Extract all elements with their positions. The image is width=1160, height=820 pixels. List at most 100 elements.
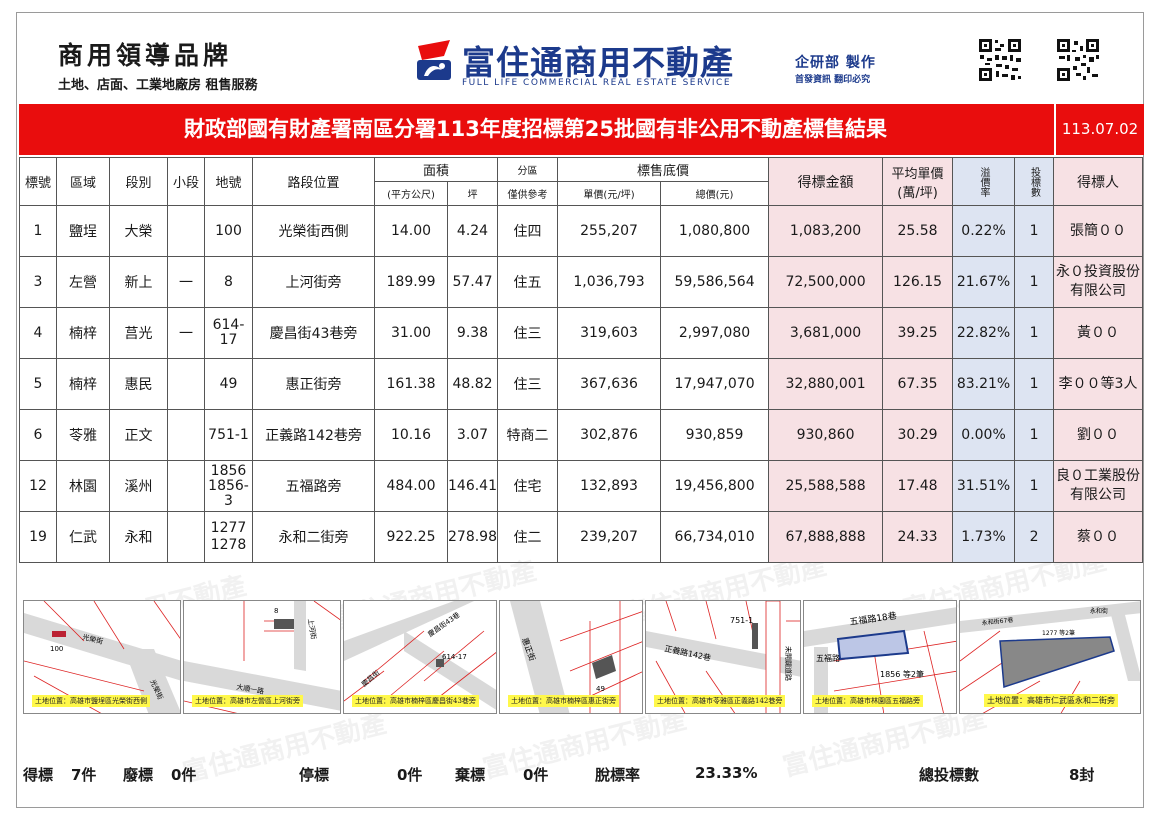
cell-land-no: 751-1 xyxy=(204,409,253,461)
table-row: 5 楠梓 惠民 49 惠正街旁 161.38 48.82 住三 367,636 … xyxy=(19,358,1144,410)
location-maps: 100 光榮街 光榮街 土地位置：高雄市鹽埕區光榮街西側 8 大順一路 上河街 … xyxy=(23,600,1141,714)
map-caption: 土地位置：高雄市楠梓區慶昌街43巷旁 xyxy=(352,695,479,707)
cell-location: 正義路142巷旁 xyxy=(252,409,375,461)
header-zone-group: 分區 xyxy=(497,157,559,182)
cell-location: 五福路旁 xyxy=(252,460,375,512)
cell-size-ping: 4.24 xyxy=(446,205,499,257)
cell-total-price: 19,456,800 xyxy=(660,460,770,512)
failure-rate-label: 脫標率 xyxy=(595,766,641,784)
cell-bid-count: 2 xyxy=(1014,511,1055,563)
bid-results-table: 標號 區域 段別 小段 地號 路段位置 面積 分區 標售底價 得標金額 平均單價… xyxy=(19,157,1144,563)
cell-size-m2: 161.38 xyxy=(374,358,448,410)
copyright-note: 首發資訊 翻印必究 xyxy=(795,75,871,85)
map-label: 永和街67巷 xyxy=(981,616,1013,627)
cell-lot: 1 xyxy=(19,205,57,257)
header-avg-unit-price-line1: 平均單價 xyxy=(891,166,944,182)
cell-zone: 住四 xyxy=(497,205,559,257)
map-label: 慶昌街 xyxy=(360,668,382,688)
header-total-price: 總價(元) xyxy=(660,181,770,206)
header-avg-unit-price-line2: (萬/坪) xyxy=(897,185,938,201)
suspended-label: 停標 xyxy=(299,766,330,784)
table-row: 3 左營 新上 一 8 上河街旁 189.99 57.47 住五 1,036,7… xyxy=(19,256,1144,308)
map-label: 上河街 xyxy=(306,618,319,640)
failure-rate-value: 23.33% xyxy=(695,764,758,782)
cell-winner: 劉００ xyxy=(1053,409,1144,461)
cell-size-ping: 3.07 xyxy=(446,409,499,461)
cell-winning-bid: 3,681,000 xyxy=(768,307,884,359)
map-caption: 土地位置：高雄市鹽埕區光榮街西側 xyxy=(32,695,150,707)
cell-winning-bid: 930,860 xyxy=(768,409,884,461)
cell-bid-count: 1 xyxy=(1014,358,1055,410)
cell-section: 莒光 xyxy=(109,307,168,359)
cell-area: 林園 xyxy=(56,460,110,512)
table-row: 12 林園 溪州 1856 1856-3 五福路旁 484.00 146.41 住… xyxy=(19,460,1144,512)
cell-size-m2: 484.00 xyxy=(374,460,448,512)
header-subsection: 小段 xyxy=(167,157,205,206)
header-size-group: 面積 xyxy=(373,157,499,182)
page-title: 財政部國有財產署南區分署113年度招標第25批國有非公用不動產標售結果 xyxy=(183,117,888,141)
cell-winner: 李００等3人 xyxy=(1053,358,1144,410)
cell-unit-price: 319,603 xyxy=(557,307,662,359)
header-location: 路段位置 xyxy=(252,157,375,206)
company-logo-icon xyxy=(417,40,451,80)
cell-zone: 住二 xyxy=(497,511,559,563)
cell-location: 永和二街旁 xyxy=(252,511,375,563)
cell-size-m2: 14.00 xyxy=(374,205,448,257)
cell-location: 惠正街旁 xyxy=(252,358,375,410)
map-label: 五福路 xyxy=(816,653,840,663)
table-row: 19 仁武 永和 1277 1278 永和二街旁 922.25 278.98 住二… xyxy=(19,511,1144,563)
cell-area: 仁武 xyxy=(56,511,110,563)
cell-bid-count: 1 xyxy=(1014,307,1055,359)
cell-zone: 住五 xyxy=(497,256,559,308)
map-caption: 土地位置：高雄市林園區五福路旁 xyxy=(812,695,923,707)
total-bids-value: 8封 xyxy=(1069,766,1095,784)
void-label: 廢標 xyxy=(123,766,154,784)
map-caption: 土地位置：高雄市仁武區永和二街旁 xyxy=(984,694,1118,707)
cell-lot: 5 xyxy=(19,358,57,410)
map-label: 8 xyxy=(274,607,278,615)
cell-subsection xyxy=(167,511,205,563)
awarded-value: 7件 xyxy=(71,766,97,784)
cell-location: 光榮街西側 xyxy=(252,205,375,257)
cell-winner: 張簡００ xyxy=(1053,205,1144,257)
map-caption: 土地位置：高雄市楠梓區惠正街旁 xyxy=(508,695,619,707)
cell-unit-price: 239,207 xyxy=(557,511,662,563)
cell-size-m2: 31.00 xyxy=(374,307,448,359)
cell-section: 大榮 xyxy=(109,205,168,257)
cell-premium-rate: 21.67% xyxy=(952,256,1016,308)
map-label: 未開闢道路 xyxy=(784,646,793,681)
cell-winner: 黃００ xyxy=(1053,307,1144,359)
cell-total-price: 2,997,080 xyxy=(660,307,770,359)
cell-location: 上河街旁 xyxy=(252,256,375,308)
abandoned-label: 棄標 xyxy=(455,766,486,784)
cell-unit-price: 302,876 xyxy=(557,409,662,461)
cell-lot: 19 xyxy=(19,511,57,563)
cell-subsection xyxy=(167,205,205,257)
cell-unit-price: 132,893 xyxy=(557,460,662,512)
cell-avg-unit-price: 24.33 xyxy=(882,511,954,563)
cell-unit-price: 367,636 xyxy=(557,358,662,410)
header-area: 區域 xyxy=(56,157,110,206)
cell-winner: 蔡００ xyxy=(1053,511,1144,563)
location-map: 五福路18巷 五福路 1856 等2筆 土地位置：高雄市林園區五福路旁 xyxy=(803,600,957,714)
header-winning-bid: 得標金額 xyxy=(768,157,884,206)
company-name: 富住通商用不動產 xyxy=(462,43,734,82)
void-value: 0件 xyxy=(171,766,197,784)
cell-land-no: 8 xyxy=(204,256,253,308)
cell-bid-count: 1 xyxy=(1014,460,1055,512)
cell-avg-unit-price: 17.48 xyxy=(882,460,954,512)
location-map: 751-1 正義路142巷 未開闢道路 土地位置：高雄市苓雅區正義路142巷旁 xyxy=(645,600,801,714)
cell-subsection xyxy=(167,409,205,461)
header-price-group: 標售底價 xyxy=(557,157,770,182)
map-label: 100 xyxy=(50,645,63,653)
map-label: 614-17 xyxy=(442,653,467,661)
cell-subsection: 一 xyxy=(167,307,205,359)
table-row: 1 鹽埕 大榮 100 光榮街西側 14.00 4.24 住四 255,207 … xyxy=(19,205,1144,257)
cell-lot: 6 xyxy=(19,409,57,461)
cell-size-m2: 922.25 xyxy=(374,511,448,563)
qr-code-icon xyxy=(978,38,1022,82)
cell-total-price: 17,947,070 xyxy=(660,358,770,410)
cell-section: 惠民 xyxy=(109,358,168,410)
title-bar: 財政部國有財產署南區分署113年度招標第25批國有非公用不動產標售結果 113.… xyxy=(19,104,1144,155)
cell-winning-bid: 72,500,000 xyxy=(768,256,884,308)
